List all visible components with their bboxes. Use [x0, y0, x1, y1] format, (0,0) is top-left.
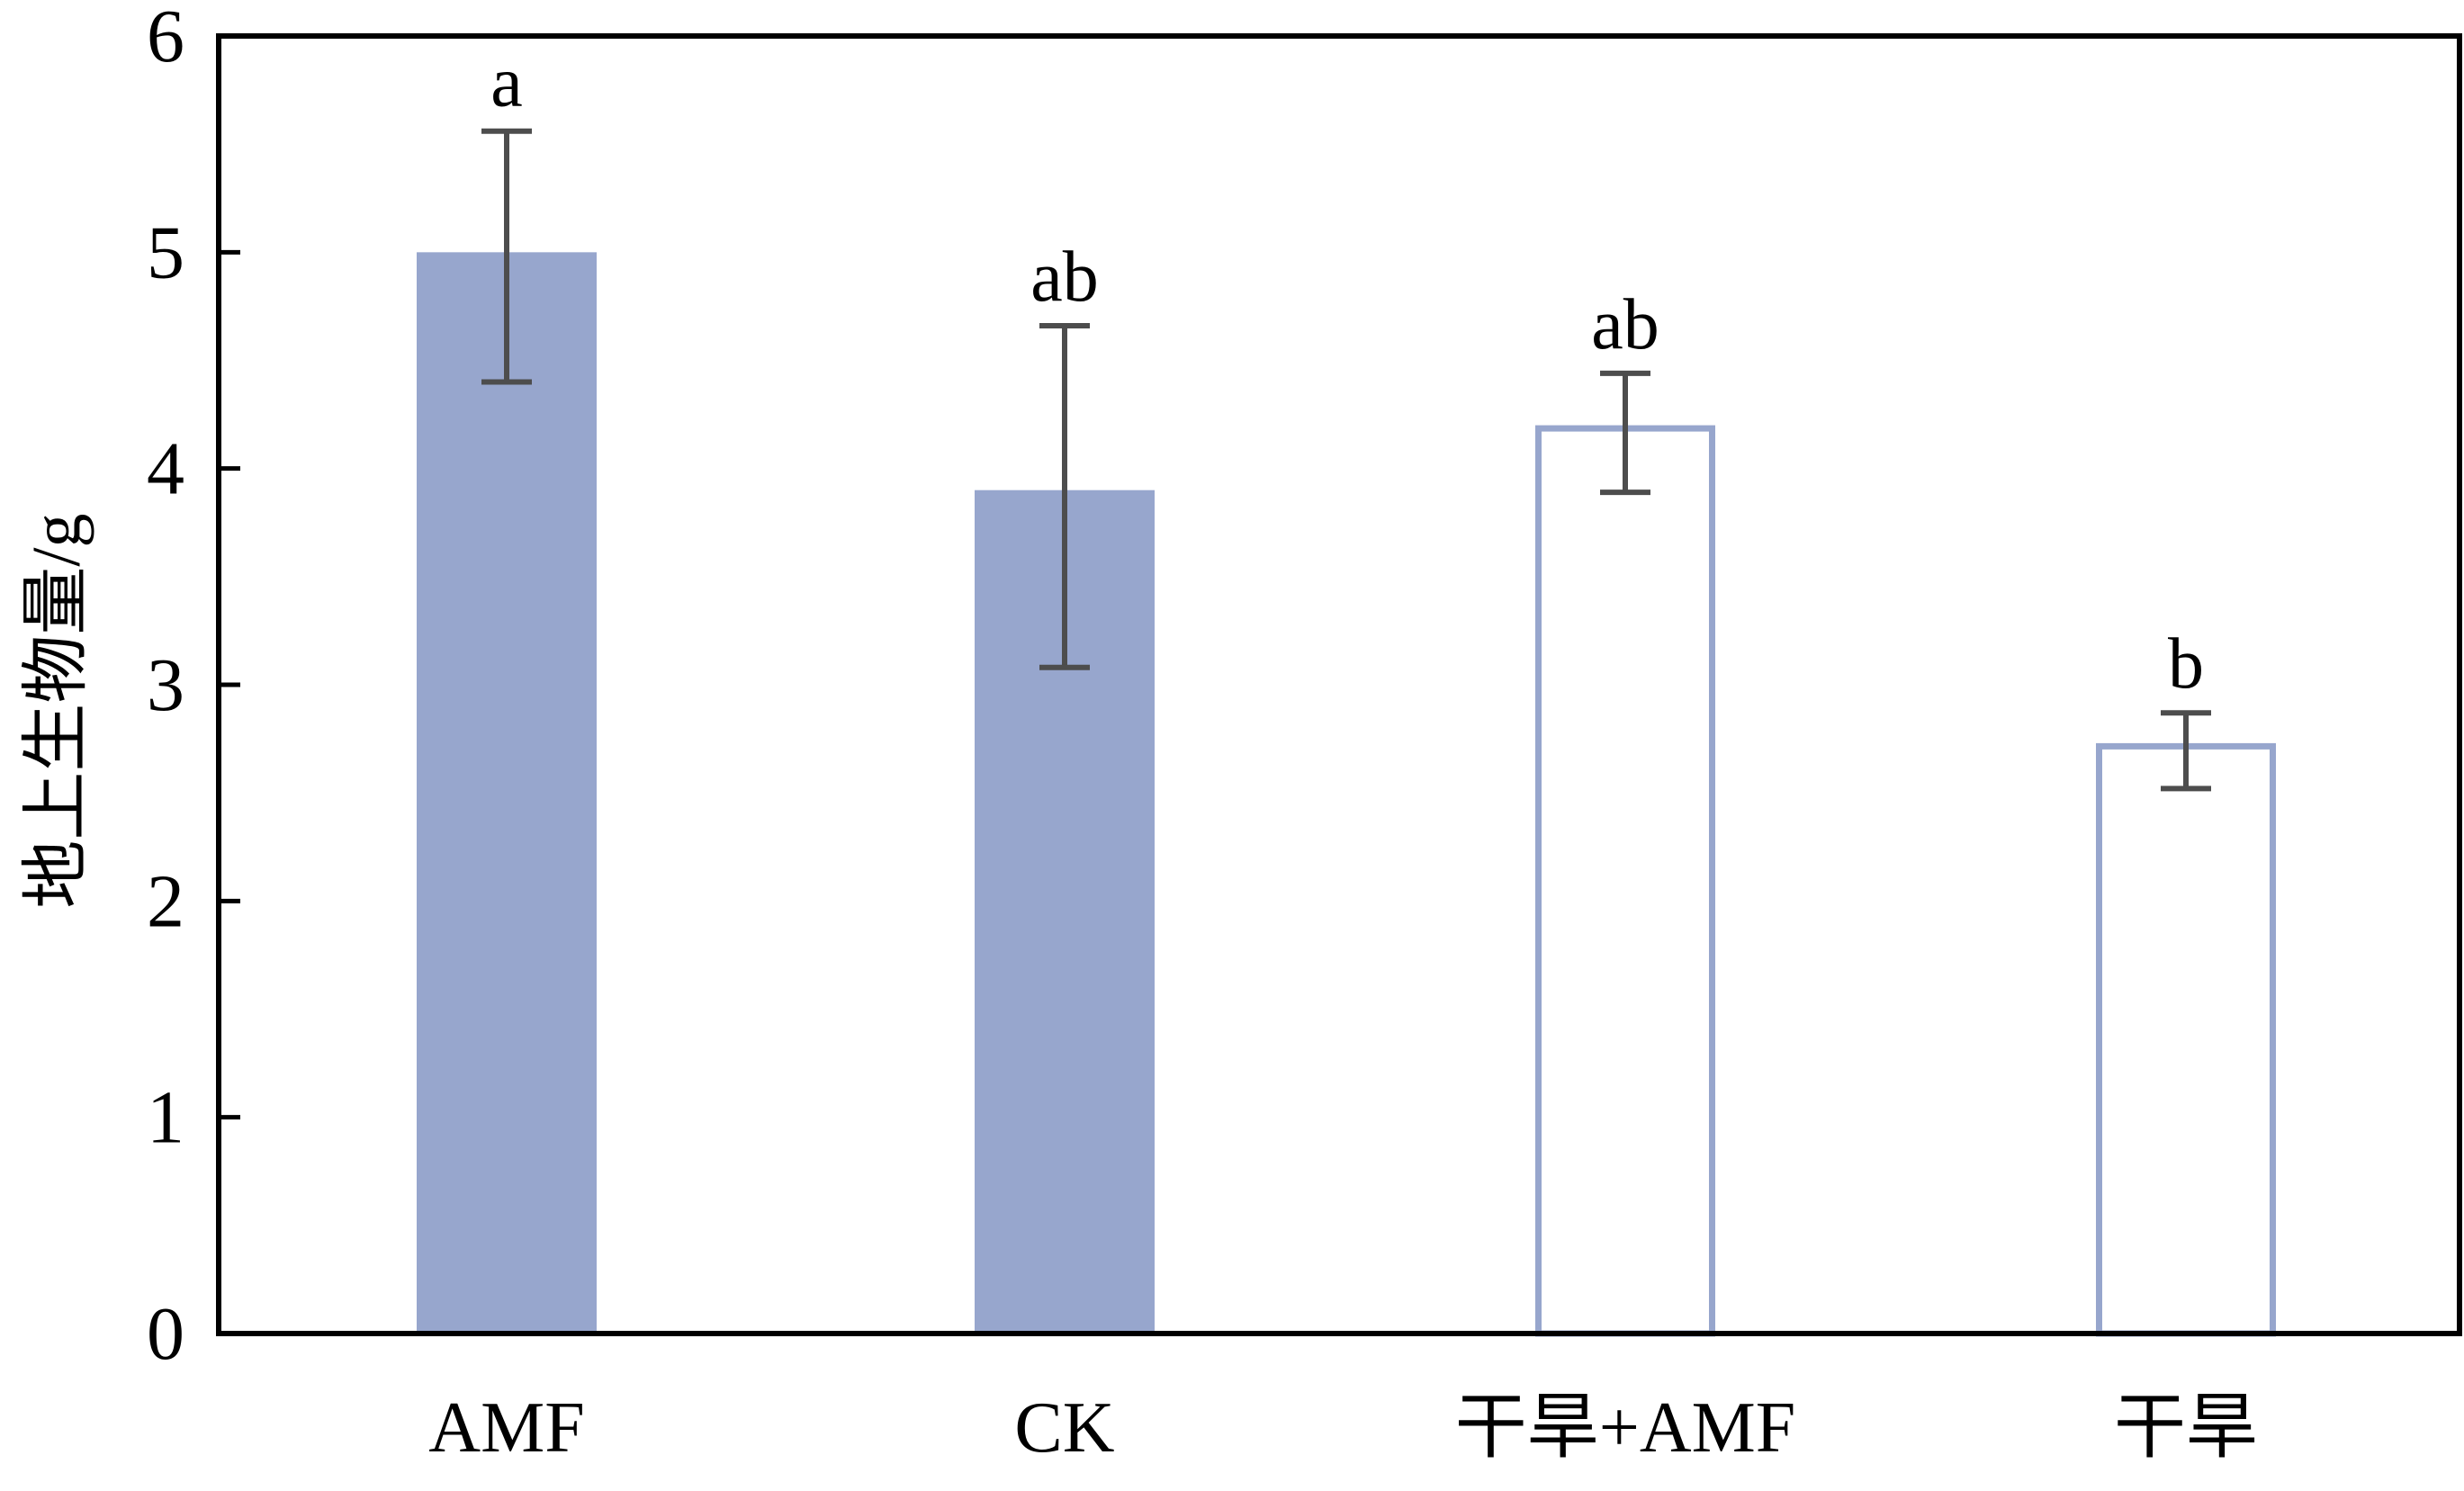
- y-axis-label: 地上生物量/g: [19, 513, 94, 908]
- y-tick-label: 0: [147, 1292, 184, 1376]
- y-tick-label: 6: [147, 0, 184, 78]
- y-tick-label: 1: [147, 1076, 184, 1160]
- significance-letter: ab: [1030, 238, 1099, 317]
- bar: [1535, 425, 1715, 1337]
- significance-letters-layer: a ab ab b: [490, 43, 2204, 704]
- x-axis-labels: AMF CK 干旱+AMF 干旱: [428, 1388, 2258, 1468]
- y-tick-label: 5: [147, 211, 184, 294]
- x-tick-label: CK: [1014, 1388, 1114, 1468]
- error-bars-layer: [481, 128, 2211, 792]
- x-tick-label: AMF: [428, 1388, 584, 1468]
- bars-layer: [417, 252, 2276, 1337]
- y-tick-label: 3: [147, 643, 184, 727]
- significance-letter: b: [2168, 624, 2204, 704]
- y-tick-label: 4: [147, 427, 184, 511]
- significance-letter: a: [490, 43, 523, 122]
- y-tick-label: 2: [147, 859, 184, 943]
- y-axis-ticks: 0 1 2 3 4 5 6: [147, 0, 240, 1376]
- x-tick-label: 干旱+AMF: [1455, 1388, 1796, 1468]
- bar: [417, 252, 597, 1334]
- significance-letter: ab: [1591, 285, 1659, 364]
- bar: [2096, 742, 2276, 1337]
- x-tick-label: 干旱: [2114, 1388, 2258, 1468]
